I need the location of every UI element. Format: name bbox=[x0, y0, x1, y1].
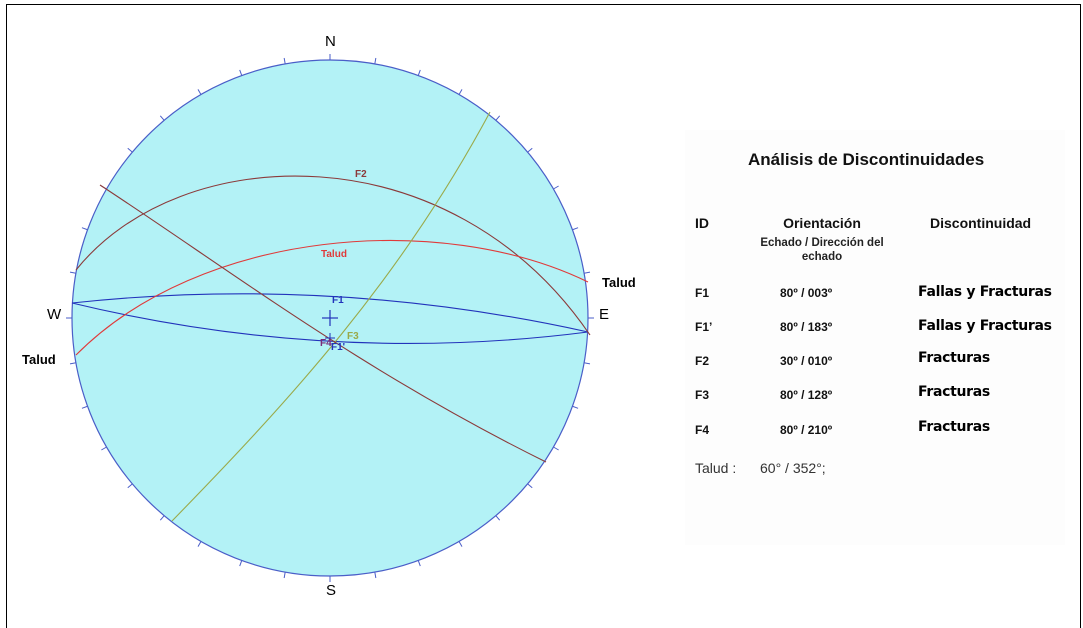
f1-great-circle bbox=[71, 293, 589, 333]
row-id: F4 bbox=[695, 423, 710, 437]
tick-mark bbox=[374, 57, 377, 65]
great-circles bbox=[71, 111, 591, 522]
tick-mark bbox=[127, 147, 133, 153]
tick-mark bbox=[283, 571, 286, 579]
f2-plane-label: F2 bbox=[355, 169, 367, 180]
row-type: Fracturas bbox=[918, 419, 990, 435]
row-orientation: 80º / 183º bbox=[780, 320, 833, 334]
f3-great-circle bbox=[171, 111, 491, 522]
tick-mark bbox=[197, 541, 202, 547]
east-label: E bbox=[599, 306, 610, 323]
row-orientation: 80º / 003º bbox=[780, 286, 833, 300]
f1-plane-label: F1 bbox=[332, 295, 344, 306]
south-label: S bbox=[326, 582, 337, 599]
tick-mark bbox=[583, 362, 591, 365]
f2-great-circle bbox=[75, 175, 591, 336]
pole-cross bbox=[325, 333, 335, 343]
row-type: Fracturas bbox=[918, 384, 990, 400]
tick-mark bbox=[239, 560, 243, 567]
analysis-panel bbox=[685, 130, 1065, 545]
tick-mark bbox=[572, 227, 579, 231]
center-cross bbox=[322, 310, 338, 343]
tick-mark bbox=[159, 515, 165, 521]
tick-mark bbox=[417, 69, 421, 76]
tick-mark bbox=[495, 515, 501, 521]
header-discontinuidad: Discontinuidad bbox=[930, 215, 1032, 231]
talud-label: Talud : bbox=[695, 460, 737, 476]
tick-mark bbox=[159, 115, 165, 121]
tick-mark bbox=[527, 483, 533, 489]
tick-mark bbox=[553, 185, 559, 190]
header-orientacion: Orientación bbox=[783, 215, 861, 231]
row-orientation: 80º / 210º bbox=[780, 423, 833, 437]
tick-mark bbox=[583, 271, 591, 274]
header-orientacion-sub: Echado / Dirección del echado bbox=[760, 237, 884, 263]
tick-mark bbox=[283, 57, 286, 65]
tick-mark bbox=[553, 446, 559, 451]
row-orientation: 80º / 128º bbox=[780, 388, 833, 402]
talud-west-label: Talud bbox=[22, 352, 56, 367]
row-type: Fallas y Fracturas bbox=[918, 318, 1052, 334]
tick-marks bbox=[66, 54, 594, 582]
f4-great-circle bbox=[99, 184, 547, 463]
row-id: F3 bbox=[695, 388, 710, 402]
panel-title: Análisis de Discontinuidades bbox=[748, 150, 985, 169]
tick-mark bbox=[572, 405, 579, 409]
tick-mark bbox=[458, 89, 463, 95]
tick-mark bbox=[458, 541, 463, 547]
tick-mark bbox=[527, 147, 533, 153]
row-id: F2 bbox=[695, 354, 710, 368]
figure-frame bbox=[6, 4, 1081, 628]
row-orientation: 30º / 010º bbox=[780, 354, 833, 368]
row-type: Fracturas bbox=[918, 350, 990, 366]
f1p-plane-label: F1' bbox=[331, 342, 346, 353]
row-id: F1 bbox=[695, 286, 710, 300]
tick-mark bbox=[81, 405, 88, 409]
west-label: W bbox=[47, 306, 62, 323]
tick-mark bbox=[127, 483, 133, 489]
tick-mark bbox=[101, 446, 107, 451]
tick-mark bbox=[374, 571, 377, 579]
tick-mark bbox=[495, 115, 501, 121]
f4-plane-label: F4 bbox=[320, 338, 332, 349]
tick-mark bbox=[81, 227, 88, 231]
header-id: ID bbox=[695, 215, 709, 231]
tick-mark bbox=[69, 271, 77, 274]
talud-plane-label: Talud bbox=[321, 249, 347, 260]
tick-mark bbox=[239, 69, 243, 76]
row-type: Fallas y Fracturas bbox=[918, 284, 1052, 300]
row-id: F1’ bbox=[695, 320, 713, 334]
tick-mark bbox=[197, 89, 202, 95]
tick-mark bbox=[417, 560, 421, 567]
talud-east-label: Talud bbox=[602, 275, 636, 290]
talud-great-circle bbox=[75, 240, 589, 356]
tick-mark bbox=[69, 362, 77, 365]
talud-value: 60° / 352°; bbox=[760, 460, 826, 476]
north-label: N bbox=[325, 33, 336, 50]
f3-plane-label: F3 bbox=[347, 331, 359, 342]
